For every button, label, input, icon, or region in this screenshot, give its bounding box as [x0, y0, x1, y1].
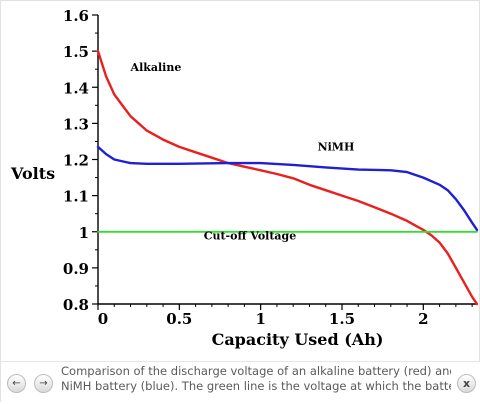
- discharge-chart: 0.8 0.9 1 1.1 1.2 1.3 1.4 1.5 1.6 0 0.5 1 1.5 2 Volts…: [10, 7, 479, 349]
- y-tick-label: 1.2: [63, 152, 89, 170]
- y-tick-label: 1.6: [63, 7, 89, 25]
- y-tick-label: 1.3: [63, 115, 89, 133]
- x-axis-title: Capacity Used (Ah): [212, 330, 384, 349]
- series-annotation: NiMH: [318, 140, 355, 153]
- series-layer: [96, 49, 479, 306]
- caption-line-2: NiMH battery (blue). The green line is t…: [61, 379, 451, 393]
- y-tick-label: 1: [79, 224, 89, 242]
- caption-line-1: Comparison of the discharge voltage of a…: [61, 364, 451, 378]
- axes: 0.8 0.9 1 1.1 1.2 1.3 1.4 1.5 1.6 0 0.5 1 1.5 2: [63, 7, 477, 328]
- series-annotation: Cut-off Voltage: [204, 230, 297, 243]
- alkaline-series-line: [96, 49, 479, 306]
- prev-arrow-icon[interactable]: ←: [7, 374, 26, 393]
- y-tick-label: 0.8: [63, 296, 89, 314]
- figure-caption: Comparison of the discharge voltage of a…: [61, 364, 451, 394]
- x-tick-label: 0.5: [166, 310, 192, 328]
- x-tick-label: 1.5: [329, 310, 355, 328]
- labels: Volts Capacity Used (Ah) Alkaline NiMH Cut-o…: [10, 61, 383, 349]
- caption-bar: ← → Comparison of the discharge voltage …: [1, 361, 480, 404]
- y-axis-title: Volts: [10, 164, 55, 183]
- x-tick-label: 2: [418, 310, 428, 328]
- x-tick-label: 1: [255, 310, 265, 328]
- close-icon[interactable]: x: [457, 374, 476, 393]
- series-annotation: Alkaline: [130, 61, 182, 74]
- y-tick-label: 1.4: [63, 79, 89, 97]
- y-tick-label: 1.5: [63, 43, 89, 61]
- next-arrow-icon[interactable]: →: [34, 374, 53, 393]
- nimh-series-line: [96, 145, 479, 232]
- y-tick-label: 0.9: [63, 260, 89, 278]
- x-tick-label: 0: [98, 310, 108, 328]
- y-tick-label: 1.1: [63, 188, 89, 206]
